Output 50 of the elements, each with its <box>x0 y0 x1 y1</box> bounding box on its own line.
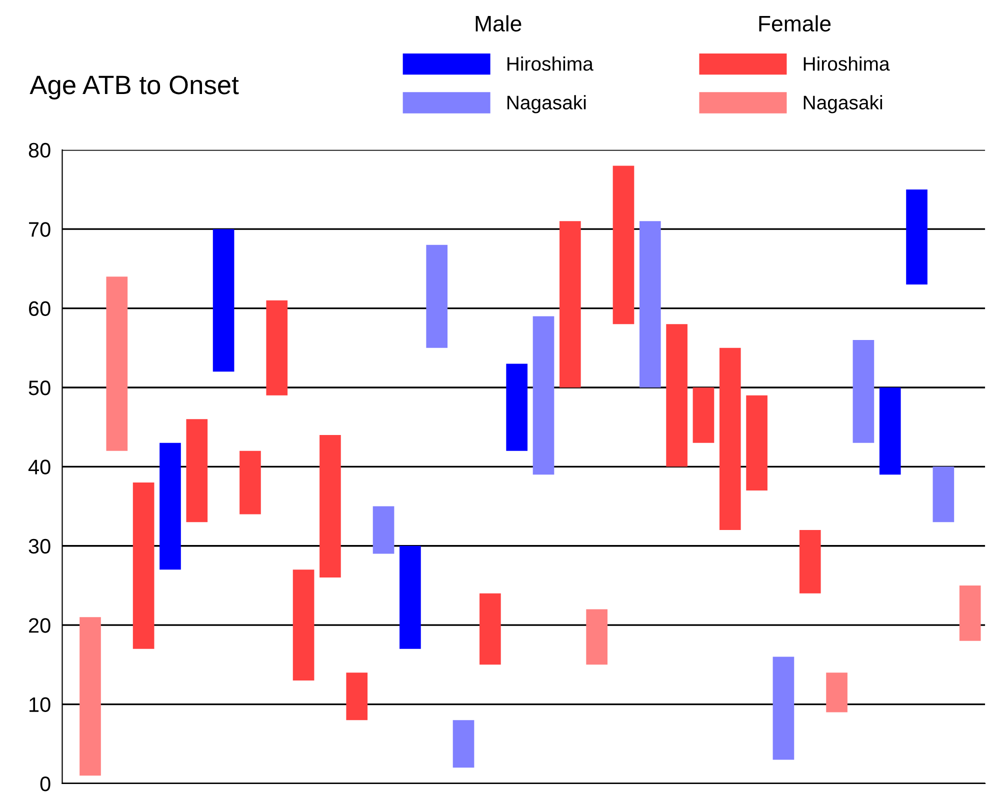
bar <box>959 585 981 641</box>
y-tick-label: 20 <box>29 618 50 633</box>
bar <box>826 672 848 712</box>
bar <box>132 482 154 649</box>
y-tick-label: 70 <box>29 222 50 237</box>
y-tick-label: 0 <box>40 776 50 792</box>
bar <box>480 593 501 665</box>
chart-title: Age ATB to Onset <box>30 76 239 100</box>
bar <box>879 387 901 475</box>
legend-label: Hiroshima <box>804 56 890 71</box>
bar <box>586 609 608 665</box>
legend-label: Hiroshima <box>507 56 594 71</box>
text: Male <box>476 15 522 32</box>
bar <box>240 450 261 514</box>
bar <box>452 720 474 768</box>
bar <box>186 419 208 522</box>
bar <box>426 244 448 348</box>
bar <box>852 340 874 443</box>
y-tick-label: 80 <box>28 142 50 158</box>
bar <box>746 395 768 490</box>
bar <box>506 364 528 451</box>
bar <box>772 656 794 760</box>
bar <box>106 276 128 451</box>
bar <box>666 324 688 467</box>
legend-label: Nagasaki <box>507 95 586 114</box>
bar <box>160 442 181 570</box>
bar <box>346 672 368 720</box>
y-tick-label: 50 <box>28 380 50 396</box>
bar <box>212 229 234 372</box>
bar <box>266 300 288 396</box>
bar <box>639 221 661 388</box>
bar <box>719 348 741 530</box>
bar <box>292 570 314 681</box>
y-tick-label: 30 <box>28 538 50 554</box>
bar <box>532 316 554 475</box>
y-tick-label: 10 <box>30 697 50 712</box>
y-tick-label: 60 <box>29 301 50 316</box>
text: Female <box>759 15 831 32</box>
y-tick-label: 40 <box>28 460 50 474</box>
bar <box>560 221 581 388</box>
legend-label: Nagasaki <box>804 95 882 114</box>
bar <box>400 546 421 649</box>
bar <box>372 506 394 554</box>
bar <box>80 617 101 776</box>
bar <box>932 466 954 522</box>
bar <box>612 166 634 324</box>
bar <box>799 530 821 594</box>
bar <box>320 435 341 578</box>
bar <box>906 189 928 285</box>
bar <box>692 387 714 443</box>
